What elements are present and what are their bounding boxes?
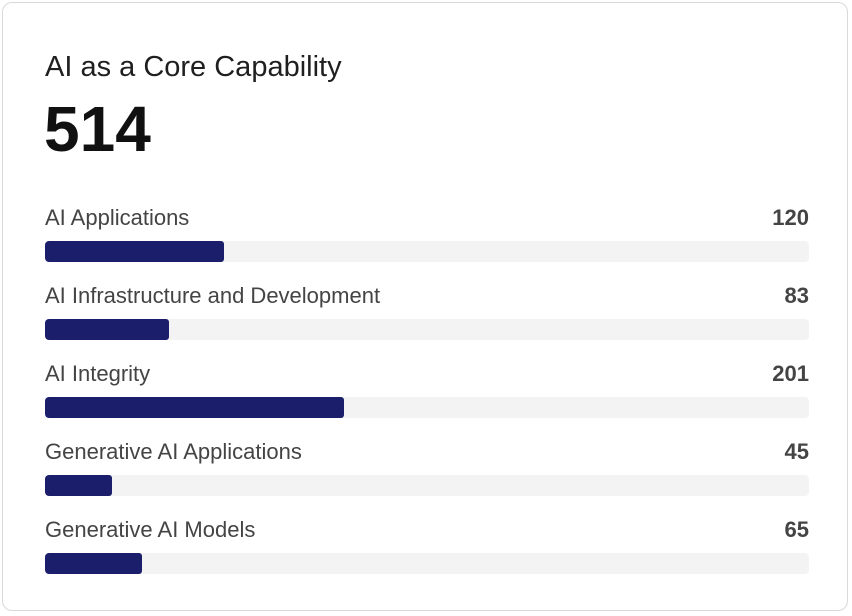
total-count: 514: [44, 93, 151, 165]
progress-bar-track: [45, 475, 809, 496]
category-list: AI Applications 120 AI Infrastructure an…: [45, 205, 809, 595]
category-label: AI Integrity: [45, 361, 151, 386]
category-row: Generative AI Models 65: [45, 517, 809, 595]
progress-bar-fill: [45, 475, 113, 496]
progress-bar-fill: [45, 397, 345, 418]
category-count: 83: [784, 283, 809, 308]
progress-bar-fill: [45, 553, 143, 574]
progress-bar-track: [45, 319, 809, 340]
progress-bar-fill: [45, 241, 224, 262]
category-label: Generative AI Applications: [45, 439, 302, 464]
progress-bar-fill: [45, 319, 169, 340]
category-count: 201: [772, 361, 809, 386]
category-label: AI Infrastructure and Development: [45, 283, 381, 308]
category-row: Generative AI Applications 45: [45, 439, 809, 517]
category-row: AI Infrastructure and Development 83: [45, 283, 809, 361]
category-count: 65: [784, 517, 809, 542]
progress-bar-track: [45, 241, 809, 262]
category-row: AI Applications 120: [45, 205, 809, 283]
progress-bar-track: [45, 397, 809, 418]
progress-bar-track: [45, 553, 809, 574]
category-row: AI Integrity 201: [45, 361, 809, 439]
category-count: 120: [772, 205, 809, 230]
card-title: AI as a Core Capability: [45, 51, 342, 83]
category-label: AI Applications: [45, 205, 190, 230]
category-label: Generative AI Models: [45, 517, 256, 542]
category-count: 45: [784, 439, 809, 464]
